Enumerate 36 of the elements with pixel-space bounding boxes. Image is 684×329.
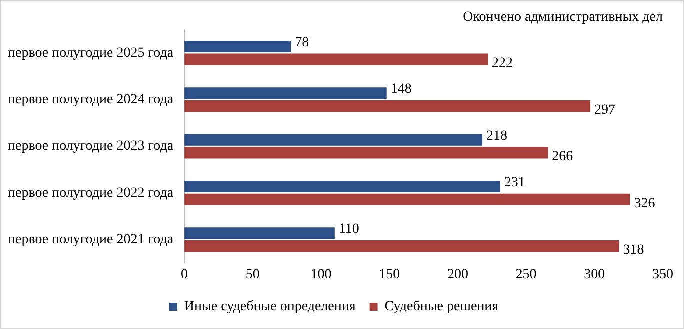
data-label: 326 — [634, 196, 656, 212]
x-tick-label: 0 — [181, 267, 188, 282]
data-label: 266 — [552, 150, 574, 165]
data-label: 148 — [390, 82, 412, 98]
bar — [184, 134, 483, 146]
y-tick-label: первое полугодие 2024 года — [8, 92, 174, 108]
data-label: 222 — [492, 56, 514, 72]
data-label: 110 — [338, 222, 360, 238]
legend-label: Судебные решения — [384, 300, 500, 315]
x-tick-label: 50 — [246, 267, 260, 282]
x-tick-label: 100 — [310, 267, 332, 282]
legend-label: Иные судебные определения — [184, 300, 356, 315]
data-label: 78 — [295, 35, 310, 50]
bar — [184, 100, 591, 112]
bar — [184, 54, 488, 66]
y-tick-label: первое полугодие 2025 года — [8, 46, 174, 61]
data-label: 297 — [594, 102, 616, 118]
bar — [184, 240, 620, 252]
bar — [184, 228, 335, 240]
bar — [184, 194, 630, 206]
y-tick-label: первое полугодие 2022 года — [8, 186, 174, 201]
x-tick-label: 200 — [447, 267, 468, 282]
bar — [184, 180, 500, 193]
x-tick-label: 350 — [652, 267, 674, 282]
x-tick-label: 250 — [516, 267, 537, 282]
y-tick-label: первое полугодие 2023 года — [8, 139, 174, 154]
x-tick-label: 300 — [584, 267, 606, 282]
y-tick-label: первое полугодие 2021 года — [8, 232, 174, 248]
data-label: 231 — [504, 175, 526, 190]
data-label: 218 — [486, 128, 508, 144]
data-label: 318 — [623, 242, 644, 258]
x-tick-label: 150 — [379, 267, 400, 282]
bar — [184, 40, 292, 52]
bar — [184, 147, 548, 159]
bar — [184, 88, 387, 100]
chart-title: Окончено административных дел — [463, 10, 663, 26]
